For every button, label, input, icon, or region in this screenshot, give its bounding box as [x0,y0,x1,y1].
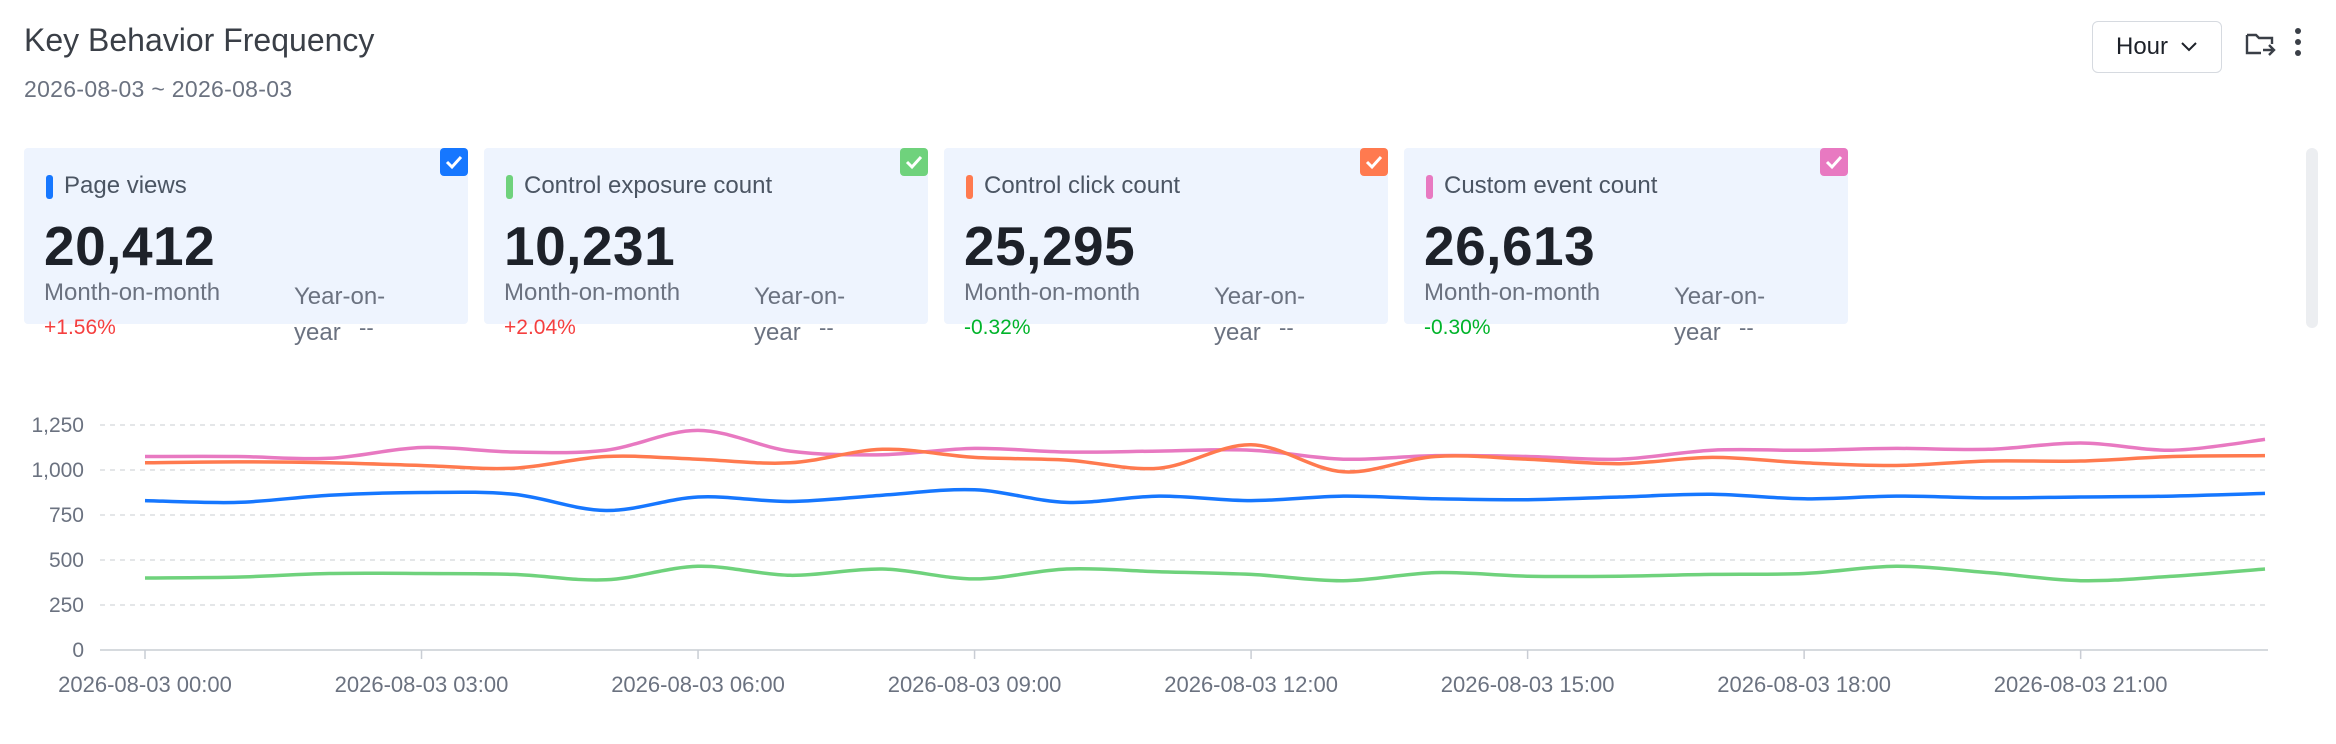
metric-checkbox[interactable] [1820,148,1848,176]
yoy-value: -- [1739,315,1754,340]
date-range: 2026-08-03 ~ 2026-08-03 [24,76,293,102]
yoy-label: Year-on-year [1214,283,1306,346]
metric-card[interactable]: Custom event count 26,613 Month-on-month -0… [1404,148,1848,346]
checkmark-icon [905,155,923,170]
line-chart: 0 250 500 750 1,000 1,250 2026-08-03 00:00 2026… [31,414,2268,697]
granularity-select[interactable]: Hour [2092,21,2222,73]
series-line [144,428,2266,462]
mom-label: Month-on-month [44,279,221,306]
series-line [144,487,2266,513]
checkmark-icon [1825,155,1843,170]
mom-label: Month-on-month [1424,279,1601,306]
metric-card[interactable]: Control click count 25,295 Month-on-month -… [944,148,1388,346]
y-tick-label: 750 [49,504,84,527]
metric-checkbox[interactable] [900,148,928,176]
metric-label: Control click count [984,172,1181,199]
metric-label: Custom event count [1444,172,1658,199]
series-color-marker [46,175,53,199]
mom-value: -0.30% [1424,316,1491,339]
yoy-value: -- [359,315,374,340]
yoy-value: -- [1279,315,1294,340]
series-color-marker [1426,175,1433,199]
x-tick-label: 2026-08-03 00:00 [58,672,232,697]
yoy-value: -- [819,315,834,340]
x-tick-label: 2026-08-03 06:00 [611,672,785,697]
metric-value: 26,613 [1424,215,1596,277]
chart-title: Key Behavior Frequency [24,22,375,58]
series-line [144,564,2266,583]
y-tick-label: 1,250 [31,414,84,437]
granularity-value: Hour [2115,33,2169,60]
y-tick-label: 1,000 [31,459,84,482]
metric-card[interactable]: Control exposure count 10,231 Month-on-mon… [484,148,928,346]
mom-label: Month-on-month [964,279,1141,306]
checkmark-icon [1365,155,1383,170]
y-tick-label: 250 [49,594,84,617]
mom-value: +1.56% [44,316,116,339]
yoy-label: Year-on-year [294,283,386,346]
chevron-down-icon [2181,42,2197,52]
y-tick-label: 500 [49,549,84,572]
x-tick-label: 2026-08-03 03:00 [335,672,509,697]
yoy-label: Year-on-year [1674,283,1766,346]
x-tick-label: 2026-08-03 09:00 [888,672,1062,697]
x-tick-label: 2026-08-03 12:00 [1164,672,1338,697]
checkmark-icon [445,155,463,170]
series-line [144,443,2266,474]
metric-value: 20,412 [44,215,216,277]
x-tick-label: 2026-08-03 18:00 [1717,672,1891,697]
metric-label: Control exposure count [524,172,773,199]
metric-value: 10,231 [504,215,676,277]
series-color-marker [506,175,513,199]
x-tick-label: 2026-08-03 21:00 [1994,672,2168,697]
metric-checkbox[interactable] [440,148,468,176]
mom-value: -0.32% [964,316,1031,339]
folder-export-icon[interactable] [2244,28,2276,65]
yoy-label: Year-on-year [754,283,846,346]
mom-value: +2.04% [504,316,576,339]
series-color-marker [966,175,973,199]
metric-checkbox[interactable] [1360,148,1388,176]
cards-scrollbar[interactable] [2306,148,2318,328]
metric-value: 25,295 [964,215,1136,277]
y-tick-label: 0 [72,639,84,662]
metric-label: Page views [64,172,187,199]
mom-label: Month-on-month [504,279,681,306]
x-tick-label: 2026-08-03 15:00 [1441,672,1615,697]
metric-card[interactable]: Page views 20,412 Month-on-month +1.56% Year… [24,148,468,346]
more-vertical-icon[interactable] [2290,26,2306,67]
